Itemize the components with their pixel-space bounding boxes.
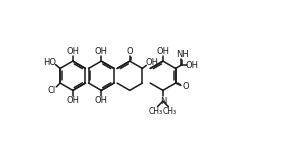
Text: OH: OH [157, 47, 169, 56]
Text: NH: NH [176, 50, 189, 59]
Text: CH₃: CH₃ [163, 107, 177, 116]
Text: OH: OH [145, 58, 158, 67]
Text: HO: HO [43, 58, 56, 67]
Text: OH: OH [66, 96, 79, 105]
Text: OH: OH [95, 47, 108, 56]
Text: O: O [182, 82, 189, 91]
Text: CH₃: CH₃ [149, 107, 163, 116]
Text: Cl: Cl [47, 86, 56, 95]
Text: O: O [126, 47, 133, 56]
Text: OH: OH [186, 61, 199, 70]
Text: OH: OH [66, 47, 79, 56]
Text: N: N [160, 97, 166, 106]
Text: OH: OH [95, 96, 108, 105]
